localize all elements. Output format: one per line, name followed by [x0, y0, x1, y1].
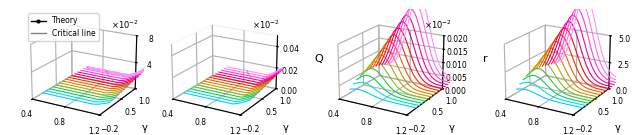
Y-axis label: γ: γ	[282, 123, 288, 133]
Title: $\times 10^{-2}$: $\times 10^{-2}$	[111, 19, 139, 31]
X-axis label: g: g	[46, 134, 52, 135]
X-axis label: g: g	[187, 134, 193, 135]
Title: $\times 10^{-2}$: $\times 10^{-2}$	[424, 19, 452, 31]
X-axis label: g: g	[353, 134, 359, 135]
Y-axis label: γ: γ	[615, 123, 621, 133]
Y-axis label: γ: γ	[449, 123, 454, 133]
Y-axis label: γ: γ	[141, 123, 147, 133]
Title: $\times 10^{-2}$: $\times 10^{-2}$	[252, 19, 280, 31]
Legend: Theory, Critical line: Theory, Critical line	[28, 13, 99, 41]
X-axis label: g: g	[520, 134, 525, 135]
